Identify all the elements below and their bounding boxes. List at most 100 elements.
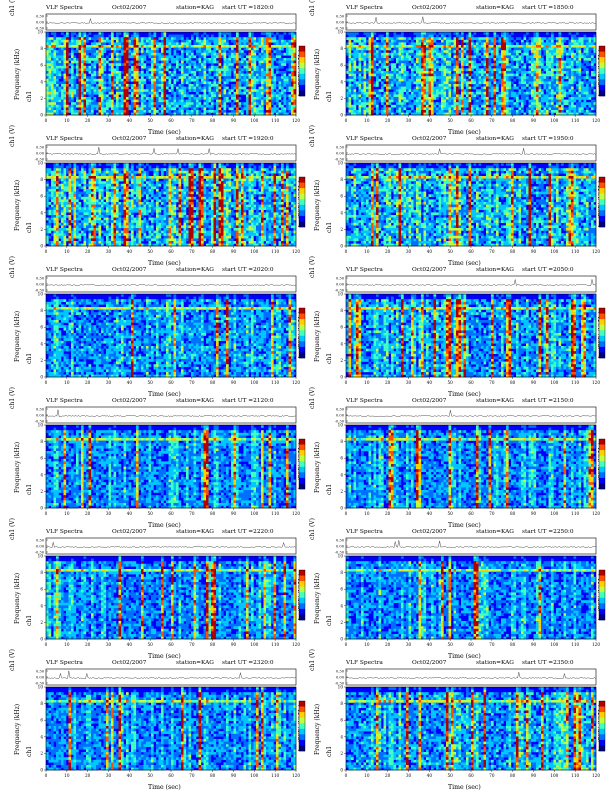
spectrogram-cell [51, 39, 54, 43]
spectrogram-cell [391, 39, 394, 43]
spectrogram-cell [61, 47, 64, 51]
spectrogram-cell [181, 104, 184, 108]
spectrogram-cell [53, 37, 57, 40]
spectrogram-cell [226, 60, 229, 64]
spectrogram-cell [423, 76, 427, 79]
spectrogram-cell [351, 71, 354, 74]
spectrogram-cell [246, 73, 249, 77]
spectrogram-cell [493, 55, 497, 59]
spectrogram-cell [461, 63, 464, 66]
spectrogram-cell [441, 32, 444, 35]
spectrogram-cell [513, 110, 517, 113]
spectrogram-cell [261, 89, 264, 92]
spectrogram-cell [151, 68, 154, 72]
spectrogram-cell [131, 102, 134, 105]
spectrogram-cell [423, 60, 427, 64]
spectrogram-cell [368, 58, 372, 61]
spectrogram-cell [163, 39, 167, 43]
spectrogram-cell [291, 91, 294, 95]
spectrogram-cell [388, 94, 392, 98]
spectrogram-cell [113, 42, 117, 46]
spectrogram-cell [138, 104, 142, 108]
spectrogram-cell [496, 84, 499, 87]
spectrogram-cell [193, 65, 197, 69]
spectrogram-cell [493, 47, 497, 51]
spectrogram-cell [476, 89, 479, 92]
spectrogram-cell [283, 45, 287, 48]
spectrogram-cell [161, 58, 164, 61]
spectrogram-cell [76, 94, 79, 98]
spectrogram-cell [121, 45, 124, 48]
spectrogram-cell [238, 91, 242, 95]
spectrogram-cell [236, 102, 239, 105]
spectrogram-cell [543, 86, 547, 90]
spectrogram-cell [106, 86, 109, 90]
spectrogram-cell [528, 65, 532, 69]
spectrogram-cell [421, 102, 424, 105]
spectrogram-cell [63, 84, 67, 87]
spectrogram-cell [211, 104, 214, 108]
spectrogram-cell [468, 37, 472, 40]
spectrogram-cell [431, 107, 434, 111]
spectrogram-cell [153, 110, 157, 113]
spectrogram-cell [431, 32, 434, 35]
spectrogram-cell [211, 94, 214, 98]
spectrogram-cell [291, 34, 294, 38]
spectrogram-cell [58, 52, 62, 56]
spectrogram-cell [101, 104, 104, 108]
spectrogram-cell [211, 50, 214, 53]
spectrogram-cell [523, 91, 527, 95]
spectrogram-cell [501, 76, 504, 79]
spectrogram-cell [476, 71, 479, 74]
spectrogram-cell [368, 63, 372, 66]
spectrogram-cell [53, 58, 57, 61]
spectrogram-cell [156, 102, 159, 105]
spectrogram-cell [126, 110, 129, 113]
spectrogram-cell [188, 65, 192, 69]
spectrogram-cell [76, 37, 79, 40]
spectrogram-cell [371, 71, 374, 74]
spectrogram-cell [116, 86, 119, 90]
spectrogram-cell [76, 91, 79, 95]
spectrogram-cell [136, 68, 139, 72]
spectrogram-cell [103, 97, 107, 100]
spectrogram-cell [46, 34, 49, 38]
spectrogram-cell [471, 94, 474, 98]
spectrogram-cell [471, 110, 474, 113]
spectrogram-cell [133, 112, 137, 116]
spectrogram-cell [71, 47, 74, 51]
spectrogram-cell [163, 76, 167, 79]
spectrogram-cell [431, 52, 434, 56]
spectrogram-cell [378, 34, 382, 38]
spectrogram-cell [143, 50, 147, 53]
spectrogram-cell [398, 39, 402, 43]
spectrogram-cell [543, 94, 547, 98]
spectrogram-cell [393, 94, 397, 98]
spectrogram-cell [243, 76, 247, 79]
spectrogram-cell [58, 58, 62, 61]
spectrogram-cell [396, 73, 399, 77]
spectrogram-cell [63, 47, 67, 51]
spectrogram-cell [208, 37, 212, 40]
spectrogram-cell [416, 71, 419, 74]
spectrogram-cell [433, 73, 437, 77]
spectrogram-cell [476, 55, 479, 59]
spectrogram-cell [181, 50, 184, 53]
spectrogram-cell [401, 34, 404, 38]
spectrogram-cell [443, 55, 447, 59]
spectrogram-cell [158, 55, 162, 59]
spectrogram-cell [538, 107, 542, 111]
spectrogram-cell [386, 63, 389, 66]
spectrogram-cell [168, 112, 172, 116]
spectrogram-cell [66, 99, 69, 103]
spectrogram-cell [481, 97, 484, 100]
spectrogram-cell [193, 32, 197, 35]
spectrogram-cell [473, 81, 477, 85]
spectrogram-cell [191, 104, 194, 108]
spectrogram-cell [371, 91, 374, 95]
spectrogram-cell [128, 52, 132, 56]
spectrogram-cell [538, 102, 542, 105]
spectrogram-cell [128, 84, 132, 87]
spectrogram-cell [353, 89, 357, 92]
spectrogram-cell [538, 86, 542, 90]
